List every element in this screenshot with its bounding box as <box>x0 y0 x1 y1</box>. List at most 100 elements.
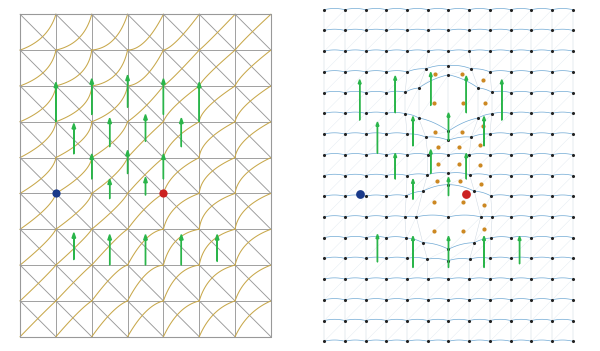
Point <box>340 276 350 282</box>
Point <box>485 173 495 178</box>
Point <box>527 48 536 54</box>
Point <box>455 144 464 150</box>
Point <box>412 214 421 220</box>
Point <box>469 188 479 194</box>
Point <box>382 90 391 95</box>
Point <box>361 48 370 54</box>
Point <box>319 214 329 220</box>
Point <box>361 173 370 178</box>
FancyArrow shape <box>90 154 94 179</box>
Point <box>506 173 515 178</box>
Point <box>361 318 370 323</box>
Point <box>443 72 454 78</box>
Point <box>527 28 536 33</box>
FancyArrow shape <box>161 154 165 179</box>
Point <box>527 338 536 344</box>
Point <box>319 48 329 54</box>
Point <box>506 131 515 137</box>
Point <box>402 338 412 344</box>
Point <box>547 256 557 261</box>
Point <box>340 297 350 303</box>
Point <box>506 111 515 116</box>
FancyArrow shape <box>358 80 361 120</box>
Point <box>527 111 536 116</box>
Point <box>423 297 433 303</box>
Point <box>487 111 497 117</box>
Point <box>506 90 515 95</box>
Point <box>319 28 329 33</box>
Point <box>443 246 454 252</box>
Point <box>361 256 370 261</box>
Point <box>340 7 350 13</box>
Point <box>443 276 454 282</box>
Point <box>527 256 536 261</box>
Point <box>340 48 350 54</box>
Point <box>319 7 329 13</box>
Point <box>361 338 370 344</box>
Point <box>487 90 497 95</box>
Point <box>464 152 474 158</box>
Point <box>319 338 329 344</box>
Point <box>382 69 391 75</box>
Point <box>443 63 454 68</box>
Point <box>443 28 454 33</box>
Point <box>382 131 391 137</box>
Point <box>402 131 412 137</box>
Point <box>568 214 578 220</box>
Point <box>382 48 391 54</box>
FancyArrow shape <box>482 236 485 267</box>
Point <box>464 276 474 282</box>
Point <box>421 66 431 72</box>
Point <box>402 152 412 158</box>
Point <box>464 318 474 323</box>
Point <box>506 235 515 240</box>
Point <box>319 111 329 116</box>
Point <box>443 258 454 263</box>
Point <box>527 69 536 75</box>
Point <box>506 256 515 261</box>
Point <box>443 152 454 158</box>
Point <box>423 28 433 33</box>
Point <box>480 100 490 106</box>
Point <box>568 111 578 116</box>
FancyArrow shape <box>179 118 183 147</box>
Point <box>319 318 329 323</box>
Point <box>547 69 557 75</box>
Point <box>361 69 370 75</box>
Point <box>527 235 536 240</box>
Point <box>361 214 370 220</box>
Point <box>382 152 391 158</box>
Point <box>319 256 329 261</box>
Point <box>466 134 476 140</box>
Point <box>400 111 410 117</box>
Point <box>361 90 370 95</box>
Point <box>568 235 578 240</box>
Point <box>506 214 515 220</box>
Point <box>485 318 495 323</box>
Point <box>319 193 329 199</box>
Point <box>382 256 391 261</box>
Point <box>340 90 350 95</box>
FancyArrow shape <box>376 122 379 153</box>
Point <box>319 297 329 303</box>
Point <box>355 191 364 197</box>
Point <box>340 111 350 116</box>
Point <box>361 28 370 33</box>
Point <box>487 214 497 220</box>
FancyArrow shape <box>482 117 485 146</box>
Point <box>340 152 350 158</box>
Point <box>473 85 483 91</box>
Point <box>423 7 433 13</box>
Point <box>400 214 410 220</box>
Point <box>478 78 488 83</box>
Point <box>340 318 350 323</box>
Point <box>319 276 329 282</box>
Point <box>506 193 515 199</box>
Point <box>382 297 391 303</box>
Point <box>423 318 433 323</box>
Point <box>382 7 391 13</box>
Point <box>547 318 557 323</box>
Point <box>568 193 578 199</box>
Point <box>547 7 557 13</box>
FancyArrow shape <box>447 113 450 140</box>
